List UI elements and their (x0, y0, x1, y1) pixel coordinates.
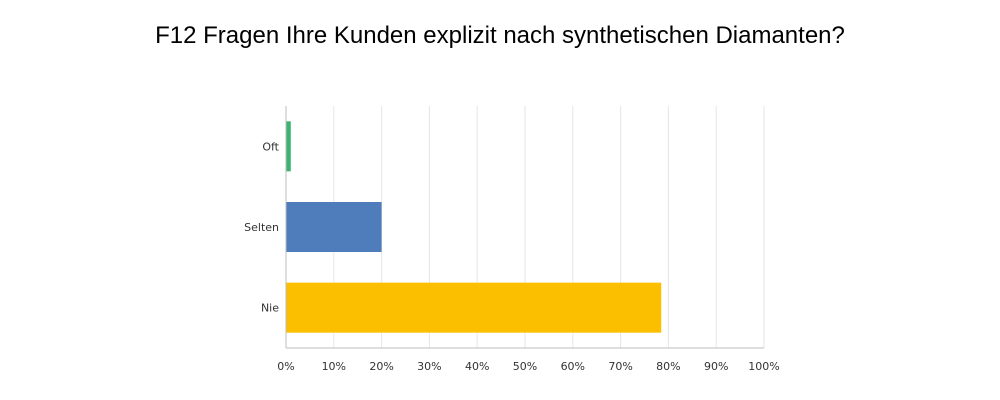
axes (285, 106, 764, 349)
category-label: Oft (262, 140, 279, 153)
x-tick-label: 50% (513, 360, 537, 373)
bar-nie (286, 282, 662, 333)
bars (286, 121, 662, 333)
category-label: Selten (244, 221, 279, 234)
category-labels: Oft Selten Nie (244, 140, 280, 314)
x-tick-label: 90% (704, 360, 728, 373)
x-tick-label: 100% (748, 360, 779, 373)
x-tick-label: 20% (369, 360, 393, 373)
bar-selten (286, 201, 382, 253)
x-tick-label: 40% (465, 360, 489, 373)
bar-oft (286, 121, 291, 172)
x-tick-label: 30% (417, 360, 441, 373)
x-tick-label: 70% (608, 360, 632, 373)
x-tick-label: 80% (656, 360, 680, 373)
category-label: Nie (261, 302, 279, 315)
x-tick-label: 10% (322, 360, 346, 373)
x-tick-labels: 0% 10% 20% 30% 40% 50% 60% 70% 80% 90% 100% (277, 360, 779, 373)
x-tick-label: 0% (277, 360, 294, 373)
x-tick-label: 60% (561, 360, 585, 373)
chart-title: F12 Fragen Ihre Kunden explizit nach syn… (155, 22, 845, 49)
